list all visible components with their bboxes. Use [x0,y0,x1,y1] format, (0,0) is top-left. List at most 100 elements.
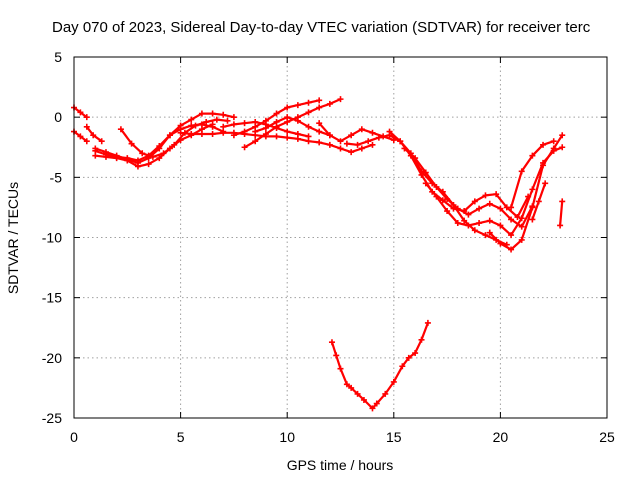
data-point [397,138,404,145]
data-point [444,208,451,215]
data-point [134,157,141,164]
data-point [550,138,557,145]
data-point [482,192,489,199]
data-point [83,114,90,121]
series-arc-22 [328,319,431,412]
series-arc-19 [508,138,557,211]
data-point [102,151,109,158]
series-arc-14 [343,132,510,248]
data-point [369,405,376,412]
x-axis-label: GPS time / hours [287,457,394,473]
data-point [77,133,84,140]
data-point [365,138,372,145]
data-point [559,198,566,205]
data-point [294,102,301,109]
data-point [497,205,504,212]
data-point [209,131,216,138]
data-point [124,155,131,162]
data-point [493,191,500,198]
data-point [326,132,333,139]
y-tick-label: -25 [42,410,62,426]
data-point [471,198,478,205]
data-point [305,133,312,140]
data-point [422,180,429,187]
y-axis-label: SDTVAR / TECUs [5,182,21,294]
data-point [145,152,152,159]
data-point [529,186,536,193]
data-point [433,193,440,200]
x-tick-label: 10 [279,429,295,445]
data-point [230,114,237,121]
data-point [305,109,312,116]
data-point [508,246,515,253]
data-point [241,128,248,135]
y-tick-label: 0 [54,109,62,125]
data-point [113,153,120,160]
series-line [254,116,331,137]
axis-ticks: 0 5 10 15 20 25 5 0 -5 -10 -15 -20 -25 [42,49,615,445]
data-point [198,121,205,128]
data-point [390,378,397,385]
data-point [220,123,227,130]
y-tick-label: -15 [42,290,62,306]
data-point [273,133,280,140]
data-point [486,200,493,207]
data-point [454,220,461,227]
data-point [476,220,483,227]
data-point [294,131,301,138]
data-point [412,350,419,357]
data-point [354,141,361,148]
data-point [348,132,355,139]
data-point [439,197,446,204]
data-point [145,161,152,168]
data-point [358,145,365,152]
y-tick-label: -5 [50,169,63,185]
data-point [557,222,564,229]
data-point [471,227,478,234]
series-line [330,321,429,410]
data-point [273,110,280,117]
data-point [262,124,269,131]
data-point [465,222,472,229]
series-arc-13 [316,120,397,145]
data-point [433,183,440,190]
data-point [209,110,216,117]
series-line [424,146,564,237]
data-point [550,145,557,152]
series-arc-6 [117,116,231,160]
series-line [85,125,103,143]
data-point [382,390,389,397]
data-point [284,128,291,135]
series-arc-20 [529,180,549,223]
data-point [188,131,195,138]
data-point [518,236,525,243]
x-tick-label: 25 [599,429,615,445]
data-point [177,129,184,136]
data-point [241,144,248,151]
series-arc-21 [557,198,566,229]
data-point [542,180,549,187]
series-line [488,134,564,251]
data-point [213,116,220,123]
data-point [326,141,333,148]
data-point [508,216,515,223]
data-point [316,104,323,111]
data-point [529,152,536,159]
data-point [422,169,429,176]
data-point [514,214,521,221]
data-point [252,138,259,145]
data-point [369,141,376,148]
data-point [465,211,472,218]
data-point [343,381,350,388]
data-point [405,354,412,361]
data-point [559,132,566,139]
y-tick-label: -20 [42,350,62,366]
data-point [305,123,312,130]
data-point [305,99,312,106]
data-point [486,217,493,224]
data-point [273,118,280,125]
data-point [230,121,237,128]
data-point [134,163,141,170]
data-point [508,204,515,211]
